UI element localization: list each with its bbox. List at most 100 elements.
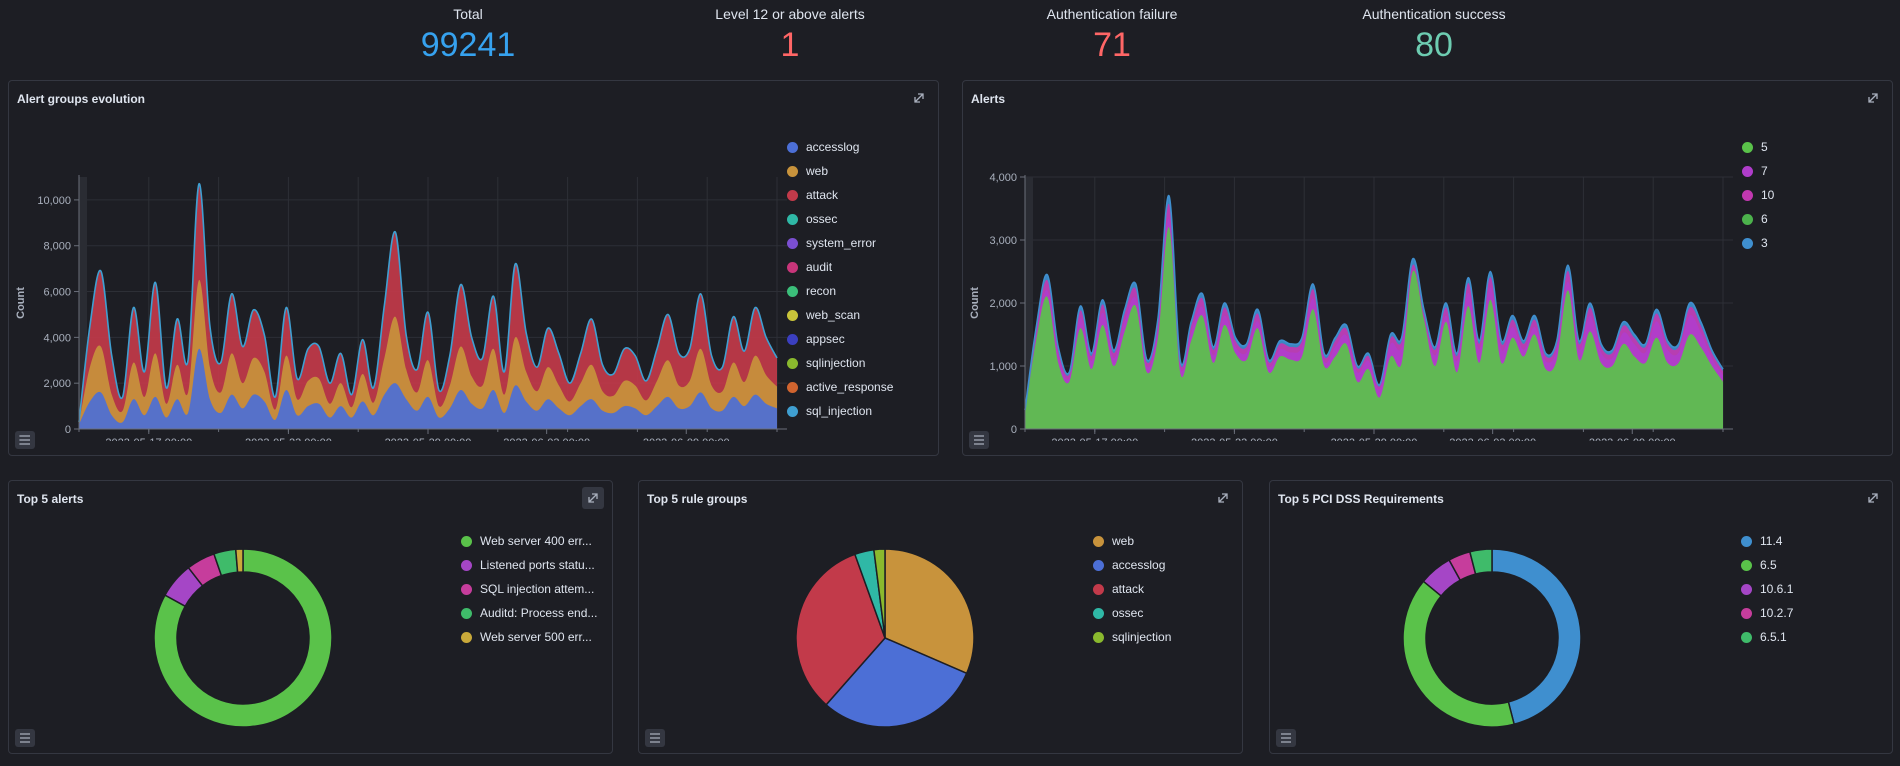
- legend-item[interactable]: attack: [787, 183, 893, 207]
- legend-item[interactable]: system_error: [787, 231, 893, 255]
- expand-icon[interactable]: [908, 87, 930, 109]
- x-tick-label: 2023-06-09 00:00: [643, 437, 730, 441]
- top-rule-groups-chart: [795, 548, 975, 728]
- toggle-legend-button[interactable]: [15, 729, 35, 747]
- legend-color-dot: [787, 141, 798, 153]
- legend-color-dot: [787, 189, 798, 201]
- area-series-web: [79, 279, 777, 429]
- toggle-legend-button[interactable]: [645, 729, 665, 747]
- expand-icon[interactable]: [1212, 487, 1234, 509]
- legend-item[interactable]: ossec: [1093, 601, 1171, 625]
- metric-label: Authentication success: [1362, 6, 1506, 22]
- legend-color-dot: [787, 405, 798, 417]
- legend-item[interactable]: 6.5.1: [1741, 625, 1793, 649]
- legend-label: attack: [806, 188, 839, 202]
- toggle-legend-button[interactable]: [969, 431, 989, 449]
- legend-color-dot: [1742, 237, 1753, 249]
- legend-item[interactable]: 6: [1742, 207, 1774, 231]
- pie-slice-0: [153, 548, 333, 728]
- legend-label: ossec: [1112, 606, 1144, 620]
- legend-item[interactable]: recon: [787, 279, 893, 303]
- legend-color-dot: [787, 261, 798, 273]
- x-tick-label: 2023-05-23 00:00: [245, 437, 332, 441]
- expand-icon[interactable]: [582, 487, 604, 509]
- y-tick-label: 8,000: [43, 241, 71, 253]
- legend-color-dot: [461, 559, 472, 571]
- expand-icon[interactable]: [1862, 487, 1884, 509]
- pie-slice-1: [1402, 580, 1516, 728]
- legend-item[interactable]: web: [787, 159, 893, 183]
- legend-item[interactable]: attack: [1093, 577, 1171, 601]
- toggle-legend-button[interactable]: [1276, 729, 1296, 747]
- legend-item[interactable]: 3: [1742, 231, 1774, 255]
- pie-slice-4: [873, 548, 886, 639]
- legend-label: 6.5: [1760, 558, 1777, 572]
- legend-item[interactable]: SQL injection attem...: [461, 577, 597, 601]
- legend-item[interactable]: 7: [1742, 159, 1774, 183]
- legend-item[interactable]: 10.2.7: [1741, 601, 1793, 625]
- y-tick-label: 3,000: [989, 235, 1017, 247]
- panel-title: Alert groups evolution: [17, 92, 146, 106]
- legend-item[interactable]: 10: [1742, 183, 1774, 207]
- legend-color-dot: [1742, 141, 1753, 153]
- legend-item[interactable]: 6.5: [1741, 553, 1793, 577]
- metric-total: Total 99241: [338, 6, 598, 65]
- pie-slice-2: [795, 553, 886, 706]
- legend-item[interactable]: 5: [1742, 135, 1774, 159]
- legend-label: 6: [1761, 212, 1768, 226]
- legend-item[interactable]: Web server 400 err...: [461, 529, 597, 553]
- legend-label: ossec: [806, 212, 838, 226]
- legend-item[interactable]: web_scan: [787, 303, 893, 327]
- panel-title: Top 5 PCI DSS Requirements: [1278, 492, 1444, 506]
- x-tick-label: 2023-05-17 00:00: [1051, 437, 1138, 441]
- legend-item[interactable]: sql_injection: [787, 399, 893, 423]
- legend-item[interactable]: accesslog: [787, 135, 893, 159]
- legend-color-dot: [1741, 607, 1752, 619]
- legend-label: 7: [1761, 164, 1768, 178]
- legend-item[interactable]: Web server 500 err...: [461, 625, 597, 649]
- legend-item[interactable]: appsec: [787, 327, 893, 351]
- alerts-chart: 0 1,000 2,000 3,000 4,000 2023-05-17 00:00 202…: [969, 172, 1733, 441]
- legend-color-dot: [461, 583, 472, 595]
- legend-item[interactable]: sqlinjection: [787, 351, 893, 375]
- legend-item[interactable]: sqlinjection: [1093, 625, 1171, 649]
- panel-title: Top 5 alerts: [17, 492, 84, 506]
- legend-item[interactable]: web: [1093, 529, 1171, 553]
- legend-label: Web server 500 err...: [480, 630, 592, 644]
- legend-item[interactable]: ossec: [787, 207, 893, 231]
- legend-label: web: [806, 164, 829, 178]
- legend-item[interactable]: accesslog: [1093, 553, 1171, 577]
- x-tick-label: 2023-06-09 00:00: [1589, 437, 1676, 441]
- top-pci-legend: 11.4 6.5 10.6.1 10.2.7 6.5.1: [1741, 529, 1793, 649]
- legend-item[interactable]: Listened ports statu...: [461, 553, 597, 577]
- legend-item[interactable]: 11.4: [1741, 529, 1793, 553]
- legend-label: Auditd: Process end...: [480, 606, 598, 620]
- legend-item[interactable]: active_response: [787, 375, 893, 399]
- x-tick-label: 2023-05-29 00:00: [1331, 437, 1418, 441]
- top-rule-groups-panel: Top 5 rule groups web accesslog attack osse…: [638, 480, 1243, 754]
- top-alerts-panel: Top 5 alerts Web server 400 err... Listen…: [8, 480, 613, 754]
- legend-label: accesslog: [1112, 558, 1166, 572]
- legend-color-dot: [787, 357, 798, 369]
- legend-label: sql_injection: [806, 404, 873, 418]
- x-tick-label: 2023-06-03 00:00: [1449, 437, 1536, 441]
- legend-item[interactable]: Auditd: Process end...: [461, 601, 597, 625]
- legend-label: 5: [1761, 140, 1768, 154]
- metric-value: 80: [1415, 26, 1453, 64]
- legend-label: SQL injection attem...: [480, 582, 595, 596]
- area-series-outline: [1024, 195, 1724, 411]
- legend-item[interactable]: 10.6.1: [1741, 577, 1793, 601]
- y-tick-label: 1,000: [989, 361, 1017, 373]
- alert-groups-legend: accesslog web attack ossec system_error audit…: [787, 135, 893, 423]
- legend-label: recon: [806, 284, 837, 298]
- legend-color-dot: [1093, 631, 1104, 643]
- legend-label: web: [1112, 534, 1135, 548]
- legend-color-dot: [1093, 535, 1104, 547]
- plot-edge: [1025, 177, 1033, 429]
- y-axis-label: Count: [15, 287, 27, 319]
- legend-color-dot: [1093, 607, 1104, 619]
- expand-icon[interactable]: [1862, 87, 1884, 109]
- toggle-legend-button[interactable]: [15, 431, 35, 449]
- legend-color-dot: [1093, 559, 1104, 571]
- legend-item[interactable]: audit: [787, 255, 893, 279]
